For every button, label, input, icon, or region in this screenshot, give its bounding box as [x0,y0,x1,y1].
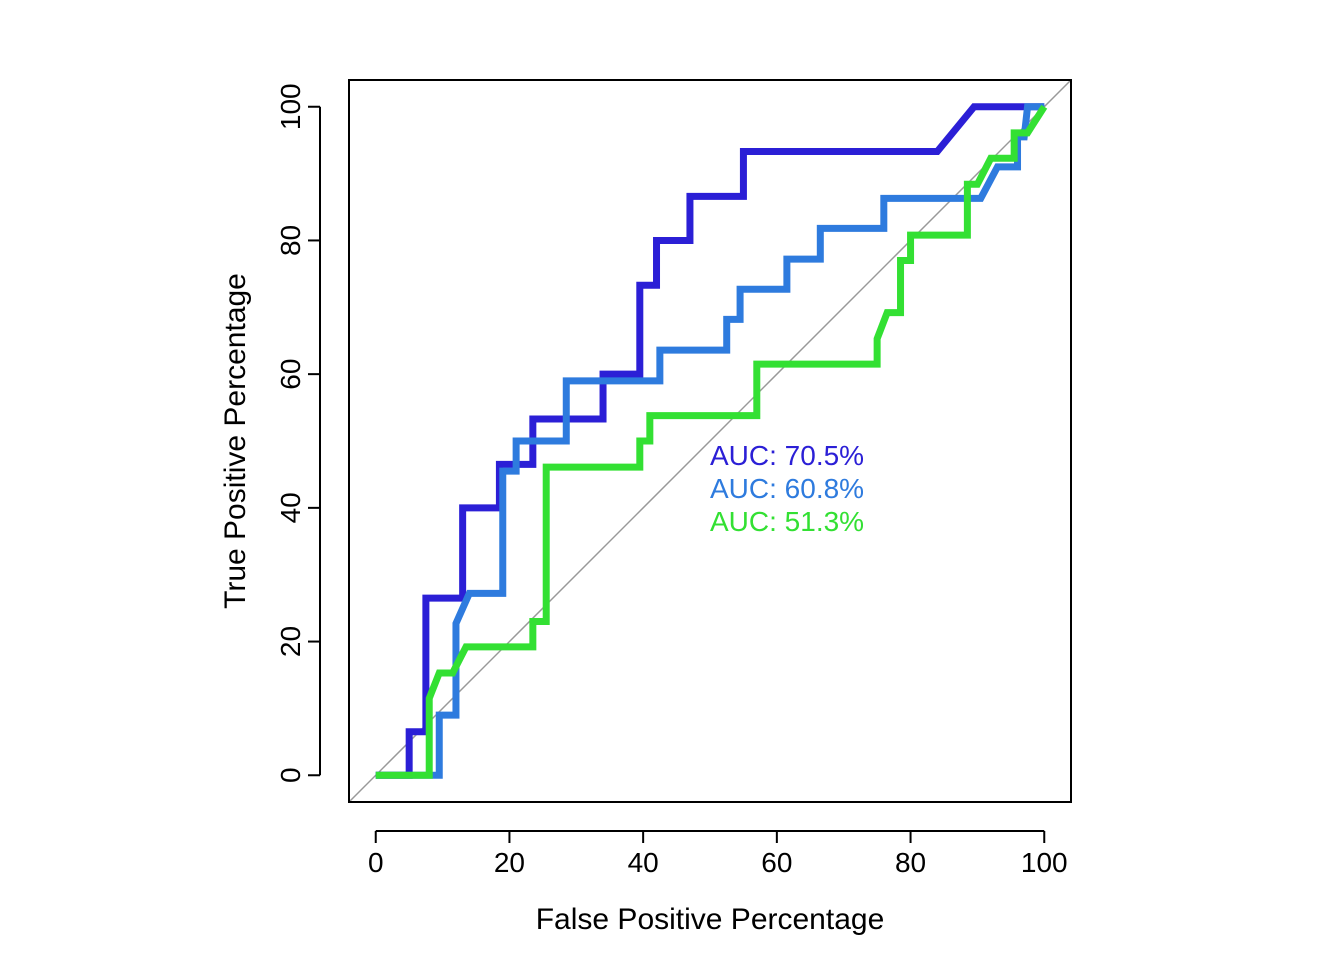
plot-area [348,79,1072,803]
y-axis-title: True Positive Percentage [219,273,252,609]
y-axis: 0 20 40 60 80 100 [275,83,321,783]
y-tick-label: 40 [275,492,306,523]
auc-label-series-1: AUC: 70.5% [710,440,864,471]
auc-label-series-2: AUC: 60.8% [710,473,864,504]
x-axis-title: False Positive Percentage [536,903,885,936]
y-tick-label: 100 [275,83,306,130]
x-axis: 0 20 40 60 80 100 [368,830,1068,878]
x-tick-label: 80 [895,847,926,878]
y-tick-label: 60 [275,359,306,390]
roc-line-series-3 [375,104,1048,779]
roc-line-series-2 [375,103,1045,779]
x-tick-label: 100 [1021,847,1068,878]
y-tick-label: 20 [275,626,306,657]
y-tick-label: 80 [275,225,306,256]
x-tick-label: 40 [628,847,659,878]
auc-legend: AUC: 70.5% AUC: 60.8% AUC: 51.3% [710,440,864,537]
y-tick-label: 0 [275,767,306,783]
roc-line-series-1 [375,103,1045,779]
x-tick-label: 20 [494,847,525,878]
x-tick-label: 0 [368,847,384,878]
plot-frame [348,79,1072,803]
auc-label-series-3: AUC: 51.3% [710,506,864,537]
x-tick-label: 60 [761,847,792,878]
